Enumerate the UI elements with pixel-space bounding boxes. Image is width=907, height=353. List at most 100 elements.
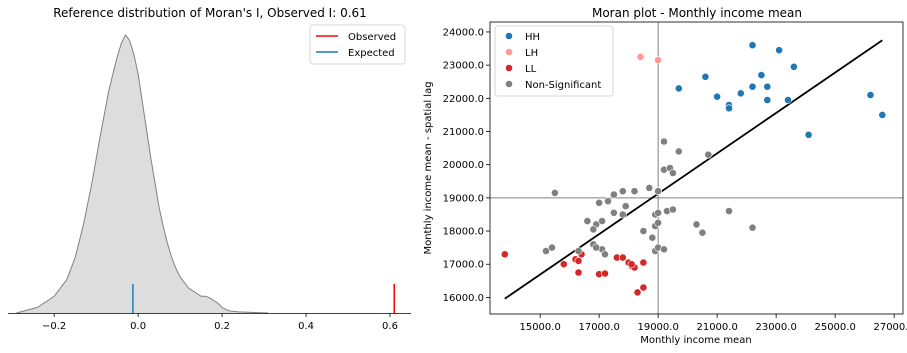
point-non-significant bbox=[592, 243, 601, 252]
point-hh bbox=[701, 72, 710, 81]
moran-x-label: Monthly income mean bbox=[640, 335, 751, 346]
left-x-ticks: −0.2 0.0 0.2 0.4 0.6 bbox=[42, 313, 398, 332]
left-x-tick-label: −0.2 bbox=[42, 321, 66, 332]
point-hh bbox=[757, 71, 766, 79]
legend-observed-label: Observed bbox=[348, 32, 396, 43]
point-ll bbox=[639, 258, 648, 267]
moran-y-tick-label: 17000.0 bbox=[443, 260, 484, 271]
point-lh bbox=[654, 56, 662, 65]
point-ll bbox=[618, 253, 627, 262]
point-hh bbox=[804, 130, 813, 139]
point-non-significant bbox=[654, 218, 662, 227]
point-non-significant bbox=[604, 197, 612, 206]
point-ll bbox=[574, 256, 583, 265]
density-fill bbox=[16, 35, 269, 313]
density-title: Reference distribution of Moran's I, Obs… bbox=[53, 6, 367, 20]
moran-panel: Moran plot - Monthly income mean 15000.0… bbox=[423, 6, 907, 346]
point-non-significant bbox=[610, 208, 618, 217]
legend-ll-label: LL bbox=[525, 64, 537, 75]
density-panel: Reference distribution of Moran's I, Obs… bbox=[8, 6, 411, 332]
point-non-significant bbox=[610, 190, 618, 199]
moran-x-tick-label: 15000.0 bbox=[519, 322, 560, 333]
moran-x-tick-label: 21000.0 bbox=[696, 322, 737, 333]
point-ll bbox=[633, 288, 642, 297]
point-ll bbox=[601, 269, 609, 278]
point-non-significant bbox=[660, 245, 668, 254]
legend-ns-label: Non-Significant bbox=[525, 80, 601, 91]
legend-lh-marker bbox=[505, 48, 513, 56]
density-legend: Observed Expected bbox=[309, 24, 406, 65]
left-x-tick-label: 0.6 bbox=[382, 321, 398, 332]
moran-x-tick-label: 19000.0 bbox=[637, 322, 678, 333]
regression-line bbox=[504, 39, 883, 300]
moran-x-tick-label: 25000.0 bbox=[814, 322, 855, 333]
moran-y-tick-label: 23000.0 bbox=[443, 61, 484, 72]
moran-y-tick-label: 22000.0 bbox=[443, 94, 484, 105]
moran-y-tick-label: 21000.0 bbox=[443, 127, 484, 138]
point-non-significant bbox=[639, 227, 648, 235]
moran-x-ticks: 15000.0 17000.0 19000.0 21000.0 23000.0 25000… bbox=[519, 314, 907, 333]
moran-axes-frame bbox=[489, 21, 904, 315]
moran-y-tick-label: 20000.0 bbox=[443, 160, 484, 171]
point-hh bbox=[866, 91, 875, 99]
moran-plot-area bbox=[490, 22, 903, 314]
point-non-significant bbox=[654, 208, 662, 217]
point-non-significant bbox=[589, 225, 598, 234]
moran-y-tick-label: 24000.0 bbox=[443, 27, 484, 38]
point-ll bbox=[559, 260, 568, 269]
point-non-significant bbox=[669, 205, 677, 214]
point-ll bbox=[639, 283, 648, 292]
moran-title: Moran plot - Monthly income mean bbox=[592, 6, 802, 20]
point-non-significant bbox=[542, 247, 550, 255]
point-non-significant bbox=[748, 223, 757, 232]
point-hh bbox=[748, 82, 757, 91]
point-non-significant bbox=[669, 169, 677, 177]
point-lh bbox=[636, 52, 645, 61]
legend-ll-marker bbox=[505, 64, 513, 72]
moran-x-tick-label: 23000.0 bbox=[755, 322, 796, 333]
moran-y-label: Monthly income mean - spatial lag bbox=[423, 81, 434, 254]
point-non-significant bbox=[574, 247, 583, 255]
point-hh bbox=[878, 111, 887, 119]
point-hh bbox=[748, 41, 757, 50]
point-non-significant bbox=[648, 233, 657, 242]
point-non-significant bbox=[645, 183, 654, 192]
point-non-significant bbox=[595, 198, 603, 207]
density-curve bbox=[16, 34, 269, 314]
point-non-significant bbox=[692, 220, 701, 229]
legend-lh-label: LH bbox=[525, 48, 538, 59]
moran-y-tick-label: 18000.0 bbox=[443, 227, 484, 238]
left-x-tick-label: 0.0 bbox=[130, 321, 146, 332]
point-hh bbox=[725, 104, 733, 113]
left-x-tick-label: 0.2 bbox=[214, 321, 230, 332]
point-hh bbox=[674, 84, 683, 93]
point-non-significant bbox=[583, 217, 592, 225]
point-non-significant bbox=[674, 147, 683, 156]
moran-y-ticks: 16000.0 17000.0 18000.0 19000.0 20000.0 21000… bbox=[443, 27, 490, 304]
point-non-significant bbox=[660, 137, 668, 146]
legend-ns-marker bbox=[505, 80, 513, 88]
point-ll bbox=[574, 268, 583, 277]
moran-x-tick-label: 17000.0 bbox=[578, 322, 619, 333]
point-non-significant bbox=[618, 187, 627, 196]
point-ll bbox=[627, 260, 636, 269]
legend-hh-label: HH bbox=[525, 32, 540, 43]
point-non-significant bbox=[551, 188, 559, 197]
point-ll bbox=[500, 250, 509, 259]
point-non-significant bbox=[548, 243, 556, 252]
point-hh bbox=[790, 62, 798, 71]
left-x-tick-label: 0.4 bbox=[298, 321, 314, 332]
legend-expected-label: Expected bbox=[348, 48, 395, 59]
point-hh bbox=[784, 96, 792, 104]
point-non-significant bbox=[601, 250, 609, 259]
point-hh bbox=[736, 89, 745, 98]
point-non-significant bbox=[725, 207, 733, 215]
legend-hh-marker bbox=[505, 32, 513, 40]
point-hh bbox=[713, 92, 721, 101]
point-hh bbox=[775, 46, 783, 55]
point-non-significant bbox=[621, 202, 630, 211]
moran-x-tick-label: 27000.0 bbox=[873, 322, 907, 333]
point-non-significant bbox=[704, 150, 713, 159]
point-non-significant bbox=[598, 217, 606, 225]
